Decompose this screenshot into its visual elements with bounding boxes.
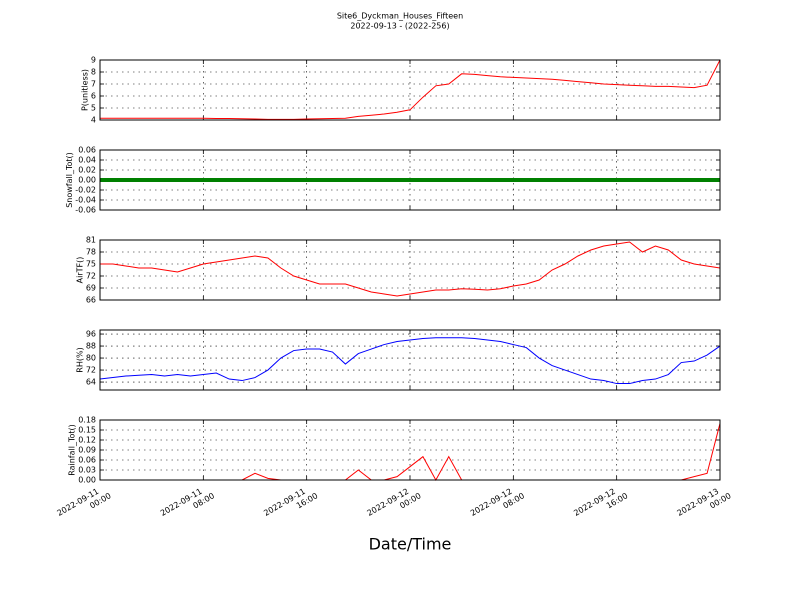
x-tick-label-group: 2022-09-11 00:00 <box>55 482 112 526</box>
y-tick-label: 72 <box>86 272 96 281</box>
y-tick-label: 6 <box>91 92 96 101</box>
series-line <box>100 241 721 297</box>
x-tick-label-group: 2022-09-11 16:00 <box>262 482 319 526</box>
y-tick-label: 78 <box>86 248 96 257</box>
y-tick-label: 0.09 <box>78 446 96 455</box>
x-axis-label: Date/Time <box>369 535 452 554</box>
y-axis-label: Snowfall_Tot() <box>65 152 74 208</box>
y-tick-label: 8 <box>91 68 96 77</box>
axes-frame <box>99 419 721 481</box>
x-tick-label-group: 2022-09-12 08:00 <box>469 482 526 526</box>
y-tick-label: 0.15 <box>78 426 96 435</box>
y-tick-label: 0.00 <box>78 476 96 485</box>
y-tick-label: 88 <box>86 342 96 351</box>
x-tick-label: 2022-09-11 16:00 <box>262 482 319 526</box>
x-tick-label: 2022-09-11 00:00 <box>55 482 112 526</box>
y-tick-label: 0.00 <box>78 176 96 185</box>
y-axis-label: AirTF() <box>75 257 84 284</box>
y-tick-label: 4 <box>91 116 96 125</box>
y-tick-label: 66 <box>86 296 96 305</box>
x-tick-label-group: 2022-09-12 00:00 <box>365 482 422 526</box>
chart-title: Site6_Dyckman_Houses_Fifteen <box>337 12 463 21</box>
y-tick-label: 0.02 <box>78 166 96 175</box>
y-tick-label: 69 <box>86 284 96 293</box>
y-axis-label: Rainfall_Tot() <box>68 424 77 476</box>
x-tick-label-group: 2022-09-12 16:00 <box>572 482 629 526</box>
x-tick-label: 2022-09-11 08:00 <box>159 482 216 526</box>
y-tick-label: 72 <box>86 366 96 375</box>
axes-frame <box>99 239 721 301</box>
x-tick-label: 2022-09-12 08:00 <box>469 482 526 526</box>
y-tick-label: 0.03 <box>78 466 96 475</box>
x-tick-label-group: 2022-09-13 00:00 <box>675 482 732 526</box>
y-tick-label: 80 <box>86 354 96 363</box>
axes-frame <box>99 59 721 121</box>
x-tick-label: 2022-09-12 00:00 <box>365 482 422 526</box>
y-tick-label: 0.06 <box>78 146 96 155</box>
y-tick-label: 5 <box>91 104 96 113</box>
y-axis-label: P(unitless) <box>80 69 89 111</box>
y-tick-label: 0.12 <box>78 436 96 445</box>
y-tick-label: -0.02 <box>75 186 96 195</box>
y-tick-label: 81 <box>86 236 96 245</box>
y-tick-label: -0.04 <box>75 196 96 205</box>
y-tick-label: 0.06 <box>78 456 96 465</box>
y-tick-label: -0.06 <box>75 206 96 215</box>
y-tick-label: 9 <box>91 56 96 65</box>
y-axis-label: RH(%) <box>75 347 84 372</box>
y-tick-label: 75 <box>86 260 96 269</box>
x-tick-label-group: 2022-09-11 08:00 <box>159 482 216 526</box>
axes-frame <box>99 149 721 211</box>
y-tick-label: 0.18 <box>78 416 96 425</box>
series-line <box>99 337 721 385</box>
chart-subtitle: 2022-09-13 - (2022-256) <box>350 22 449 31</box>
series-line <box>100 59 721 120</box>
x-tick-label: 2022-09-12 16:00 <box>572 482 629 526</box>
y-tick-label: 64 <box>86 378 96 387</box>
y-tick-label: 7 <box>91 80 96 89</box>
y-tick-label: 96 <box>86 330 96 339</box>
x-tick-label: 2022-09-13 00:00 <box>675 482 732 526</box>
y-tick-label: 0.04 <box>78 156 96 165</box>
axes-frame <box>99 329 721 391</box>
